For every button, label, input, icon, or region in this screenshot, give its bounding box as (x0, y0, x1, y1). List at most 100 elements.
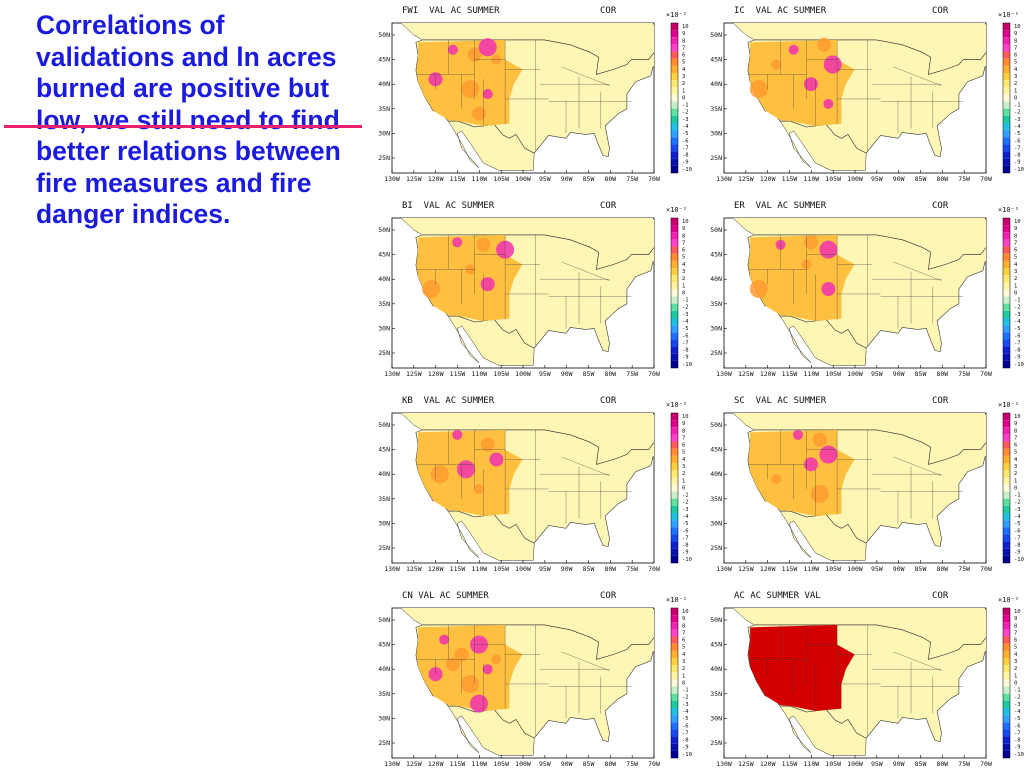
colorbar-cell (1003, 289, 1010, 297)
colorbar-label: 1 (682, 88, 685, 94)
colorbar-cell (671, 310, 678, 318)
lat-label: 25N (710, 349, 722, 357)
colorbar-label: 3 (1014, 74, 1017, 80)
colorbar-cell (671, 622, 678, 630)
lon-label: 85W (583, 370, 595, 378)
colorbar-label: 2 (682, 276, 685, 282)
colorbar-label: -2 (682, 110, 689, 116)
panel-stat: COR (600, 6, 617, 16)
state-border (561, 261, 610, 281)
colorbar-cell (671, 144, 678, 152)
colorbar-label: 6 (1014, 248, 1017, 254)
panel-title: AC AC SUMMER VAL (734, 591, 821, 601)
colorbar-frame (670, 22, 679, 174)
lat-label: 50N (710, 421, 722, 429)
lat-label: 25N (710, 154, 722, 162)
colorbar-cell (671, 30, 678, 38)
lon-label: 95W (871, 370, 883, 378)
lon-label: 80W (936, 760, 948, 768)
colorbar-label: 5 (682, 255, 685, 261)
colorbar-label: 9 (1014, 31, 1017, 37)
panel-title: IC VAL AC SUMMER (734, 6, 827, 16)
correlation-patch (461, 674, 480, 693)
colorbar-label: 10 (1014, 219, 1021, 225)
colorbar-label: -10 (1014, 362, 1024, 368)
highlight-rule (4, 125, 362, 128)
panel-title: BI VAL AC SUMMER (402, 201, 495, 211)
correlation-patch (478, 38, 497, 57)
colorbar-cell (1003, 282, 1010, 290)
colorbar-cell (671, 484, 678, 492)
colorbar-cell (1003, 686, 1010, 694)
colorbar-cell (1003, 51, 1010, 59)
lat-label: 45N (378, 251, 390, 259)
colorbar-label: -6 (682, 333, 689, 339)
colorbar-cell (671, 65, 678, 73)
colorbar-label: 7 (682, 630, 685, 636)
lat-label: 50N (710, 616, 722, 624)
colorbar-cell (1003, 555, 1010, 563)
panel-stat: COR (600, 591, 617, 601)
lon-label: 120W (428, 565, 444, 573)
colorbar-cell (671, 434, 678, 442)
colorbar-label: -10 (682, 557, 692, 563)
colorbar-label: 1 (682, 673, 685, 679)
colorbar-cell (1003, 427, 1010, 435)
colorbar-label: -3 (1014, 702, 1021, 708)
lon-label: 80W (604, 175, 616, 183)
colorbar-label: 1 (682, 283, 685, 289)
colorbar-label: 4 (682, 457, 686, 463)
colorbar-label: -9 (682, 745, 689, 751)
colorbar-frame (1002, 607, 1011, 759)
correlation-patch (472, 106, 486, 121)
colorbar-cell (1003, 115, 1010, 123)
colorbar-label: -5 (682, 131, 689, 137)
colorbar-label: -5 (1014, 131, 1021, 137)
colorbar-cell (671, 115, 678, 123)
colorbar-cell (1003, 534, 1010, 542)
lon-label: 110W (804, 565, 820, 573)
colorbar-label: -4 (1014, 709, 1021, 715)
colorbar-cell (671, 455, 678, 463)
colorbar-label: -4 (1014, 124, 1021, 130)
colorbar-cell (671, 87, 678, 95)
lat-label: 35N (378, 690, 390, 698)
map-body (400, 23, 654, 171)
correlation-patch (792, 429, 803, 440)
colorbar-cell (1003, 232, 1010, 240)
colorbar-label: -10 (682, 362, 692, 368)
colorbar-label: -4 (1014, 514, 1021, 520)
colorbar-cell (671, 491, 678, 499)
correlation-patch (456, 460, 475, 479)
map-body (732, 218, 986, 366)
colorbar-cell (1003, 548, 1010, 556)
colorbar-cell (671, 420, 678, 428)
correlation-patch (489, 452, 504, 467)
colorbar-label: 7 (682, 240, 685, 246)
lat-label: 40N (710, 665, 722, 673)
lat-label: 30N (710, 324, 722, 332)
lon-label: 130W (384, 760, 400, 768)
colorbar-label: 6 (682, 443, 685, 449)
lon-label: 70W (980, 370, 992, 378)
lon-label: 90W (893, 175, 905, 183)
colorbar-frame (670, 607, 679, 759)
colorbar-cell (671, 427, 678, 435)
colorbar-label: 4 (1014, 67, 1018, 73)
colorbar-label: -1 (682, 103, 689, 109)
colorbar-label: 10 (682, 414, 689, 420)
correlation-patch (749, 280, 768, 299)
map-panel: AC AC SUMMER VAL COR50N45N40N35N30N25N130… (710, 591, 1024, 768)
lon-label: 75W (626, 175, 638, 183)
colorbar-cell (1003, 225, 1010, 233)
colorbar-label: 3 (1014, 464, 1017, 470)
lon-label: 120W (760, 370, 776, 378)
correlation-patch (491, 654, 502, 665)
colorbar-cell (671, 346, 678, 354)
colorbar-label: 2 (682, 471, 685, 477)
colorbar-label: 5 (1014, 255, 1017, 261)
colorbar-label: 1 (1014, 88, 1017, 94)
colorbar-cell (1003, 455, 1010, 463)
